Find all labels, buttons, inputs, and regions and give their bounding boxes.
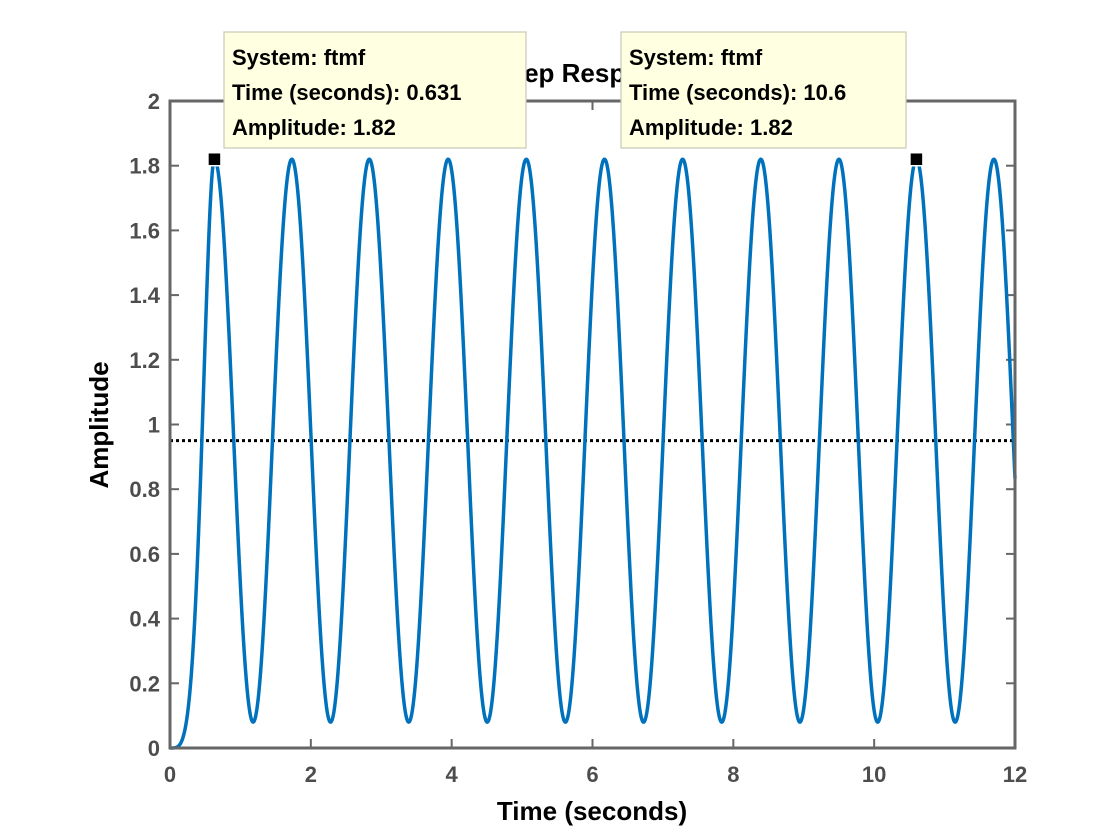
datatips-layer: System: ftmf Time (seconds): 0.631 Amplitu…	[223, 31, 907, 149]
y-tick-label: 0.8	[129, 477, 160, 502]
datatip-time-label: Time (seconds): 0.631	[232, 80, 461, 105]
y-tick-label: 0.2	[129, 671, 160, 696]
datatip[interactable]: System: ftmf Time (seconds): 10.6 Amplitud…	[620, 31, 907, 149]
y-tick-label: 1.2	[129, 348, 160, 373]
datatip-amplitude-label: Amplitude: 1.82	[629, 115, 793, 140]
y-tick-label: 1.6	[129, 218, 160, 243]
datatip-system-label: System: ftmf	[232, 45, 366, 70]
datatip-marker[interactable]	[207, 151, 222, 167]
datatip[interactable]: System: ftmf Time (seconds): 0.631 Amplitu…	[223, 31, 527, 149]
y-tick-label: 1.8	[129, 154, 160, 179]
x-tick-label: 8	[727, 762, 739, 787]
y-tick-label: 2	[148, 89, 160, 114]
y-tick-label: 0.6	[129, 542, 160, 567]
datatip-time-label: Time (seconds): 10.6	[629, 80, 846, 105]
step-response-line[interactable]	[168, 157, 1017, 750]
y-tick-label: 0	[148, 736, 160, 761]
ticks-layer: 0 2 4 6 8 10 12 0 0.2 0.4 0.6 0.8 1 1.2 1.4 1.6 1.8 2	[129, 89, 1027, 787]
datatip-amplitude-label: Amplitude: 1.82	[232, 115, 396, 140]
axes-box	[168, 99, 1017, 750]
datatip-system-label: System: ftmf	[629, 45, 763, 70]
y-tick-label: 1.4	[129, 283, 160, 308]
x-tick-label: 10	[862, 762, 886, 787]
x-tick-label: 4	[446, 762, 459, 787]
x-axis-title: Time (seconds)	[497, 796, 687, 826]
datatip-marker[interactable]	[909, 151, 924, 167]
x-tick-label: 6	[586, 762, 598, 787]
series-layer	[168, 157, 1017, 750]
y-axis-title: Amplitude	[84, 361, 114, 488]
datatip-box	[223, 31, 527, 149]
datatip-box	[620, 31, 907, 149]
datatip-markers-layer	[207, 151, 924, 167]
x-tick-label: 12	[1003, 762, 1027, 787]
x-tick-label: 0	[164, 762, 176, 787]
x-tick-label: 2	[305, 762, 317, 787]
y-tick-label: 1	[148, 413, 160, 438]
y-tick-label: 0.4	[129, 607, 160, 632]
